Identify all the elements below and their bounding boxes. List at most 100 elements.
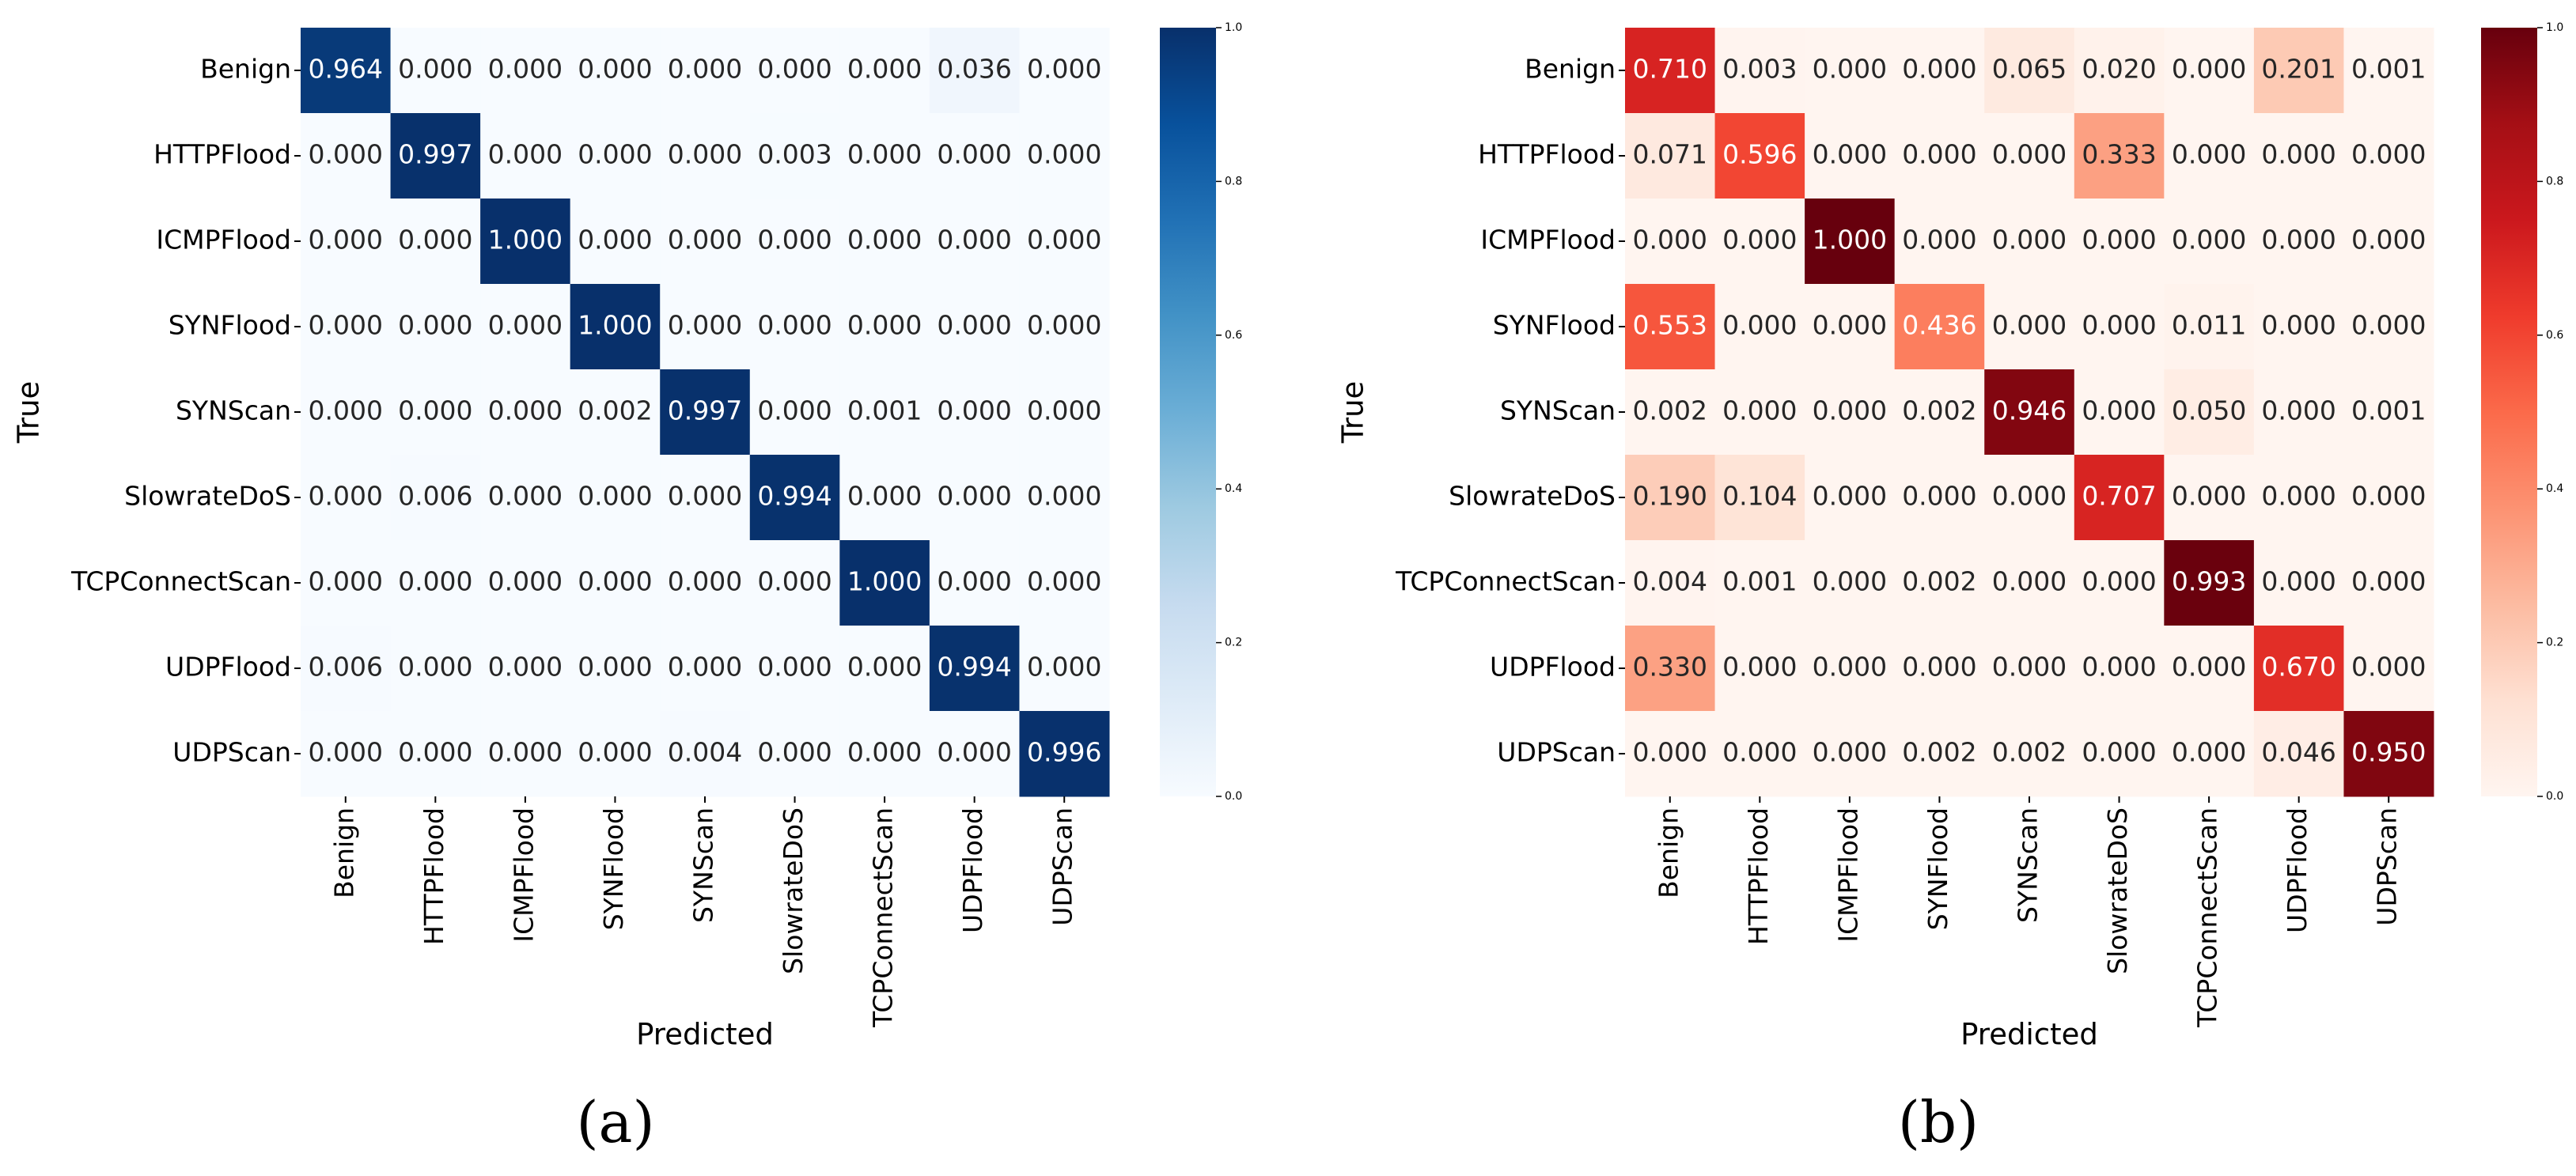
heatmap-cell: [929, 540, 1020, 626]
cell-label: 1.000: [847, 566, 922, 597]
heatmap-cell: [1984, 284, 2075, 370]
y-tick-label: UDPFlood: [165, 652, 291, 683]
heatmap-cell: [660, 28, 751, 114]
cell-label: 0.000: [488, 566, 563, 597]
cell-label: 0.000: [2351, 310, 2426, 341]
heatmap-cell: [480, 626, 571, 712]
cell-label: 0.000: [668, 481, 742, 512]
y-tick-label: ICMPFlood: [156, 225, 291, 255]
x-tick-label: HTTPFlood: [419, 807, 449, 945]
cell-label: 0.000: [1633, 737, 1707, 768]
cell-label: 0.000: [398, 566, 472, 597]
heatmap-cell: [929, 711, 1020, 797]
heatmap-cell: [2074, 455, 2165, 541]
heatmap-cell: [2074, 284, 2165, 370]
cell-label: 0.000: [2351, 652, 2426, 683]
heatmap-cell: [839, 540, 930, 626]
heatmap-cell: [1625, 28, 1716, 114]
heatmap-cell: [1894, 369, 1985, 456]
heatmap-cell: [480, 113, 571, 199]
cell-label: 0.000: [757, 566, 832, 597]
y-tick-label: SYNScan: [176, 395, 291, 426]
cell-label: 0.000: [1902, 481, 1976, 512]
x-tick-label: ICMPFlood: [1832, 807, 1863, 943]
heatmap-cell: [1984, 369, 2075, 456]
heatmap-cell: [2164, 113, 2255, 199]
heatmap-cell: [1984, 455, 2075, 541]
cell-label: 0.000: [1813, 566, 1887, 597]
heatmap-cell: [2253, 540, 2344, 626]
cell-label: 0.001: [2351, 395, 2426, 426]
heatmap-cell: [2074, 369, 2165, 456]
heatmap-cell: [570, 284, 661, 370]
heatmap-cell: [1019, 199, 1110, 285]
heatmap-cell: [1625, 626, 1716, 712]
heatmap-cell: [570, 540, 661, 626]
heatmap-cell: [301, 455, 392, 541]
cell-label: 0.000: [1813, 481, 1887, 512]
y-tick-label: SYNFlood: [169, 310, 291, 341]
cell-label: 0.002: [1902, 395, 1976, 426]
heatmap-cell: [929, 626, 1020, 712]
caption: (a): [576, 1089, 654, 1155]
cell-label: 0.000: [488, 737, 563, 768]
x-tick-label: SlowrateDoS: [2102, 807, 2133, 974]
heatmap-cell: [2343, 113, 2434, 199]
cell-label: 0.000: [1633, 225, 1707, 255]
x-tick-label: Benign: [1653, 807, 1684, 898]
caption: (b): [1898, 1089, 1979, 1155]
heatmap-cell: [929, 199, 1020, 285]
heatmap-cell: [2253, 113, 2344, 199]
cell-label: 0.201: [2261, 54, 2335, 85]
heatmap-cell: [839, 284, 930, 370]
cell-label: 0.000: [937, 566, 1011, 597]
heatmap-cell: [1714, 369, 1805, 456]
colorbar-tick-label: 0.2: [1225, 637, 1242, 649]
heatmap-cell: [2253, 284, 2344, 370]
heatmap-cell: [660, 711, 751, 797]
heatmap-cell: [1805, 540, 1896, 626]
heatmap-cell: [749, 626, 840, 712]
y-tick-label: ICMPFlood: [1480, 225, 1616, 255]
heatmap-cell: [1019, 711, 1110, 797]
colorbar-tick-label: 0.0: [1225, 790, 1242, 803]
y-axis-label: True: [12, 381, 46, 444]
cell-label: 0.000: [1992, 481, 2066, 512]
cell-label: 0.000: [1027, 225, 1101, 255]
cell-label: 0.000: [578, 54, 652, 85]
colorbar-tick-label: 0.8: [1225, 175, 1242, 187]
heatmap-cell: [1714, 626, 1805, 712]
heatmap-cell: [749, 540, 840, 626]
heatmap-cell: [2164, 711, 2255, 797]
cell-label: 0.330: [1633, 652, 1707, 683]
colorbar-tick-label: 1.0: [1225, 21, 1242, 34]
cell-label: 0.997: [398, 139, 472, 170]
heatmap-cell: [1805, 626, 1896, 712]
heatmap-cell: [1805, 199, 1896, 285]
heatmap-cell: [1625, 113, 1716, 199]
heatmap-cell: [2164, 540, 2255, 626]
heatmap-cell: [2164, 28, 2255, 114]
cell-label: 0.000: [2172, 225, 2246, 255]
heatmap-cell: [1019, 369, 1110, 456]
heatmap-cell: [390, 113, 481, 199]
y-tick-label: SYNFlood: [1493, 310, 1616, 341]
y-tick-label: Benign: [200, 54, 291, 85]
cell-label: 0.000: [937, 310, 1011, 341]
heatmap-cell: [570, 199, 661, 285]
cell-label: 1.000: [578, 310, 652, 341]
cell-label: 0.000: [668, 652, 742, 683]
cell-label: 0.000: [1813, 737, 1887, 768]
heatmap-cell: [1019, 284, 1110, 370]
cell-label: 0.000: [668, 225, 742, 255]
cell-label: 0.020: [2082, 54, 2156, 85]
cell-label: 1.000: [1813, 225, 1887, 255]
cell-label: 0.000: [757, 737, 832, 768]
x-tick-label: SYNFlood: [598, 807, 629, 930]
heatmap-cell: [929, 455, 1020, 541]
cell-label: 0.000: [1813, 139, 1887, 170]
cell-label: 0.000: [1902, 225, 1976, 255]
colorbar-tick-label: 0.4: [1225, 482, 1242, 495]
cell-label: 0.000: [309, 395, 383, 426]
